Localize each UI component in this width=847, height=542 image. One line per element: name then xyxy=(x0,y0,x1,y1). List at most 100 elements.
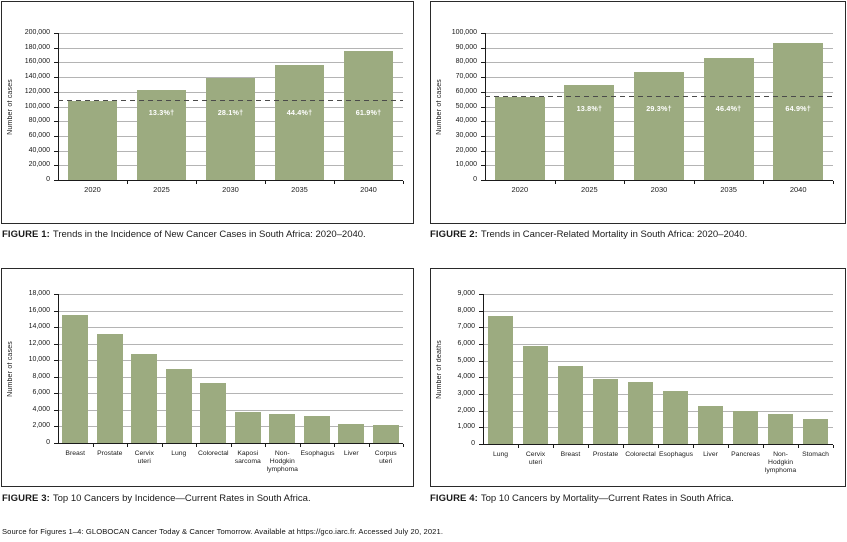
x-axis-tick-mark xyxy=(553,445,554,448)
bar-esophagus xyxy=(303,415,330,443)
y-axis-tick-label: 70,000 xyxy=(455,73,477,81)
y-axis-tick-label: 120,000 xyxy=(24,87,50,95)
bar-liver xyxy=(697,405,724,444)
y-axis-tick-label: 0 xyxy=(46,176,50,183)
figure-1-caption-text: Trends in the Incidence of New Cancer Ca… xyxy=(52,229,366,240)
y-axis-tick-mark xyxy=(481,77,485,79)
x-axis-tick-mark xyxy=(265,181,266,184)
x-axis-tick-mark xyxy=(798,445,799,448)
y-axis-tick-label: 60,000 xyxy=(455,87,477,95)
y-axis-tick-label: 90,000 xyxy=(455,43,477,51)
figure-1-chart-panel: Number of cases 0 20,000 40,000 60,000 80,000… xyxy=(1,1,414,224)
y-axis-tick-label: 200,000 xyxy=(24,29,50,36)
gridline xyxy=(483,427,833,429)
y-axis-tick-mark xyxy=(54,62,58,64)
x-axis-label-2025: 2025 xyxy=(581,185,598,194)
bar-lung xyxy=(165,369,192,443)
x-axis-tick-mark xyxy=(833,181,834,184)
y-axis-tick-mark xyxy=(54,150,58,152)
bar-value-label: 64.9%† xyxy=(785,103,811,113)
gridline xyxy=(58,327,403,329)
x-axis-tick-mark xyxy=(161,444,163,447)
bar-kaposi-sarcoma xyxy=(234,411,261,443)
gridline xyxy=(58,47,403,49)
y-axis-tick-mark xyxy=(54,327,58,329)
x-axis-tick-mark xyxy=(658,445,659,448)
figure-2-caption: FIGURE 2: Trends in Cancer-Related Mortal… xyxy=(430,229,747,240)
bar-pancreas xyxy=(732,410,759,444)
x-axis-label-2040: 2040 xyxy=(789,185,807,194)
x-axis-label-liver: Liver xyxy=(703,451,718,458)
x-axis-tick-mark xyxy=(518,445,519,448)
x-axis-label-cervix-uteri: Cervix uteri xyxy=(525,451,546,466)
dashed-baseline xyxy=(485,95,833,98)
bar-2035 xyxy=(703,57,754,180)
x-axis-tick-mark xyxy=(196,444,197,447)
y-axis-tick-mark xyxy=(54,47,58,49)
y-axis-tick-mark xyxy=(481,62,485,64)
x-axis-tick-mark xyxy=(403,444,404,447)
y-axis-tick-mark xyxy=(479,377,483,379)
y-axis-tick-mark xyxy=(481,180,485,181)
x-axis-label-2035: 2035 xyxy=(291,185,308,194)
y-axis-tick-mark xyxy=(54,180,58,181)
y-axis-tick-label: 4,000 xyxy=(457,373,475,381)
gridline xyxy=(483,360,833,362)
x-axis-label-stomach: Stomach xyxy=(802,451,829,458)
x-axis-label-2020: 2020 xyxy=(84,185,101,194)
figure-1-caption: FIGURE 1: Trends in the Incidence of New … xyxy=(2,229,366,240)
x-axis-label-breast: Breast xyxy=(560,451,581,458)
y-axis-tick-mark xyxy=(479,344,483,345)
y-axis-tick-label: 7,000 xyxy=(457,323,475,331)
bar-breast xyxy=(557,365,584,444)
y-axis-tick-mark xyxy=(54,106,58,108)
x-axis-label-esophagus: Esophagus xyxy=(300,450,335,457)
x-axis-tick-mark xyxy=(230,444,232,447)
bar-value-label: 44.4%† xyxy=(286,107,313,117)
y-axis-tick-label: 20,000 xyxy=(455,146,477,154)
y-axis-line xyxy=(58,33,59,181)
gridline xyxy=(483,327,833,329)
gridline xyxy=(483,410,833,412)
x-axis-label-2025: 2025 xyxy=(153,185,170,194)
y-axis-tick-mark xyxy=(54,294,58,295)
x-axis-tick-mark xyxy=(92,444,94,447)
x-axis-label-kaposi-sarcoma: Kaposi sarcoma xyxy=(234,450,261,465)
x-axis-label-prostate: Prostate xyxy=(97,450,123,457)
bar-cervix-uteri xyxy=(522,345,549,444)
y-axis-tick-mark xyxy=(54,121,58,123)
gridline xyxy=(483,344,833,345)
x-axis-tick-mark xyxy=(693,181,695,184)
bar-value-label: 29.3%† xyxy=(646,103,672,113)
y-axis-tick-label: 140,000 xyxy=(24,73,50,81)
x-axis-line xyxy=(58,443,403,444)
x-axis-tick-mark xyxy=(693,445,694,448)
x-axis-label-prostate: Prostate xyxy=(592,451,619,458)
x-axis-label-non-hodgkin-lymphoma: Non- Hodgkin lymphoma xyxy=(266,450,298,473)
y-axis-tick-mark xyxy=(54,360,58,362)
y-axis-tick-mark xyxy=(481,121,485,123)
x-axis-label-colorectal: Colorectal xyxy=(197,450,229,457)
x-axis-label-2020: 2020 xyxy=(511,185,529,194)
x-axis-tick-mark xyxy=(624,181,626,184)
x-axis-tick-mark xyxy=(833,445,834,448)
x-axis-tick-mark xyxy=(623,445,624,448)
dashed-baseline xyxy=(58,99,403,102)
gridline xyxy=(58,409,403,411)
x-axis-tick-mark xyxy=(554,181,556,184)
bar-prostate xyxy=(592,379,619,444)
y-axis-tick-label: 10,000 xyxy=(455,161,477,169)
x-axis-tick-mark xyxy=(763,181,765,184)
x-axis-tick-mark xyxy=(728,445,729,448)
bar-value-label: 46.4%† xyxy=(715,103,742,113)
y-axis-tick-label: 180,000 xyxy=(24,43,50,51)
x-axis-label-2035: 2035 xyxy=(720,185,737,194)
bar-cervix-uteri xyxy=(131,354,157,443)
y-axis-tick-label: 6,000 xyxy=(32,389,50,397)
y-axis-tick-label: 40,000 xyxy=(28,146,50,154)
bar-esophagus xyxy=(662,390,689,444)
y-axis-tick-mark xyxy=(54,343,58,345)
gridline xyxy=(58,426,403,428)
y-axis-tick-label: 160,000 xyxy=(24,58,50,66)
